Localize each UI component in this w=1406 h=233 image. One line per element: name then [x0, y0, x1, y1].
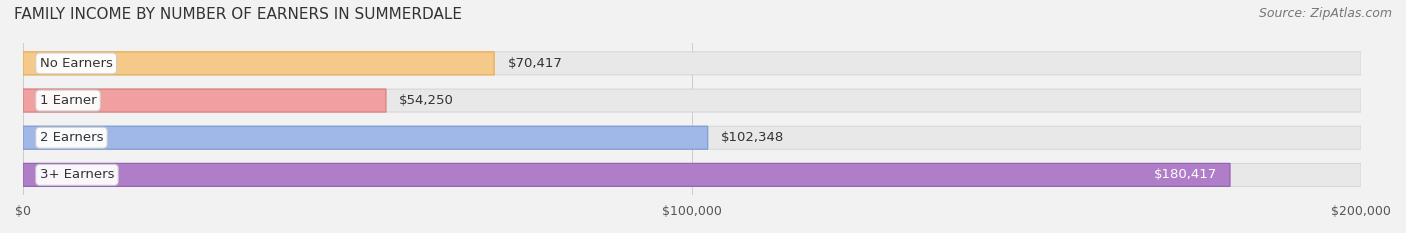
FancyBboxPatch shape	[22, 89, 1361, 112]
Text: 2 Earners: 2 Earners	[39, 131, 103, 144]
Text: Source: ZipAtlas.com: Source: ZipAtlas.com	[1258, 7, 1392, 20]
Text: $70,417: $70,417	[508, 57, 562, 70]
Text: 3+ Earners: 3+ Earners	[39, 168, 114, 181]
FancyBboxPatch shape	[22, 126, 707, 149]
Text: No Earners: No Earners	[39, 57, 112, 70]
FancyBboxPatch shape	[22, 52, 1361, 75]
FancyBboxPatch shape	[22, 52, 494, 75]
FancyBboxPatch shape	[22, 89, 387, 112]
Text: $180,417: $180,417	[1153, 168, 1216, 181]
Text: $102,348: $102,348	[721, 131, 785, 144]
Text: FAMILY INCOME BY NUMBER OF EARNERS IN SUMMERDALE: FAMILY INCOME BY NUMBER OF EARNERS IN SU…	[14, 7, 463, 22]
Text: 1 Earner: 1 Earner	[39, 94, 97, 107]
FancyBboxPatch shape	[22, 126, 1361, 149]
FancyBboxPatch shape	[22, 163, 1361, 186]
Text: $54,250: $54,250	[399, 94, 454, 107]
FancyBboxPatch shape	[22, 163, 1230, 186]
